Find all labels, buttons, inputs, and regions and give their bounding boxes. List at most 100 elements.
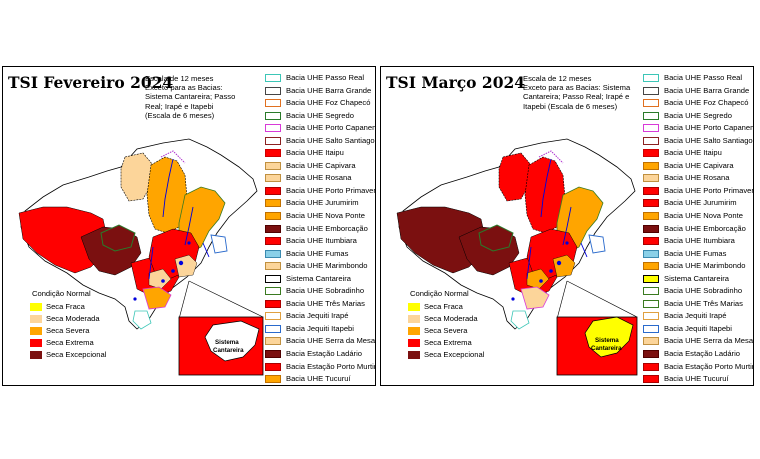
basin-marimbondo bbox=[552, 254, 576, 278]
basin-legend-item: Bacia UHE Capivara bbox=[643, 160, 753, 173]
legend-swatch bbox=[265, 174, 281, 183]
legend-label: Bacia UHE Serra da Mesa bbox=[664, 336, 754, 346]
map-panel-february: Sistema Cantareira TSI Fevereiro 2024 Es… bbox=[2, 66, 376, 386]
legend-label: Bacia UHE Segredo bbox=[664, 110, 732, 120]
basin-legend-item: Bacia UHE Foz Chapecó bbox=[643, 97, 753, 110]
basin-legend-item: Sistema Cantareira bbox=[265, 273, 375, 286]
reservoir bbox=[511, 297, 515, 301]
legend-swatch bbox=[643, 174, 659, 183]
legend-swatch bbox=[643, 111, 659, 120]
legend-label: Bacia UHE Emborcação bbox=[664, 223, 746, 233]
legend-label: Bacia UHE Marimbondo bbox=[286, 261, 368, 271]
basin-legend-item: Bacia UHE Rosana bbox=[265, 172, 375, 185]
legend-swatch bbox=[643, 262, 659, 271]
legend-label: Bacia UHE Capivara bbox=[664, 160, 734, 170]
brazil-map-february: Sistema Cantareira bbox=[18, 138, 264, 376]
legend-swatch bbox=[265, 287, 281, 296]
brazil-map-march: Sistema Cantareira bbox=[396, 138, 638, 376]
basin-legend-item: Bacia UHE Itumbiara bbox=[643, 235, 753, 248]
panel-title: TSI Março 2024 bbox=[386, 73, 526, 92]
legend-label: Bacia UHE Sobradinho bbox=[286, 286, 365, 296]
basin-legend-item: Bacia UHE Barra Grande bbox=[643, 85, 753, 98]
condition-legend-title: Condição Normal bbox=[410, 289, 469, 298]
legend-swatch bbox=[265, 136, 281, 145]
basin-legend-item: Bacia UHE Emborcação bbox=[643, 223, 753, 236]
basin-legend-item: Bacia Jequiti Irapé bbox=[643, 310, 753, 323]
legend-label: Bacia UHE Emborcação bbox=[286, 223, 368, 233]
note-line: Sistema Cantareira; Passo bbox=[145, 92, 236, 102]
legend-swatch bbox=[643, 74, 659, 82]
legend-swatch bbox=[265, 124, 281, 133]
basin-legend-item: Bacia UHE Porto Primavera bbox=[265, 185, 375, 198]
legend-swatch bbox=[643, 299, 659, 308]
basin-passo-real bbox=[132, 310, 152, 330]
legend-swatch bbox=[265, 111, 281, 120]
legend-swatch bbox=[643, 237, 659, 246]
legend-label: Bacia UHE Passo Real bbox=[664, 73, 743, 82]
legend-swatch bbox=[265, 74, 281, 82]
legend-swatch bbox=[643, 224, 659, 233]
basin-legend-item: Bacia Estação Ladário bbox=[643, 348, 753, 361]
basin-legend-item: Bacia UHE Itaipu bbox=[643, 147, 753, 160]
legend-swatch bbox=[643, 99, 659, 108]
note-line: Exceto para as Bacias: Sistema bbox=[523, 83, 631, 93]
legend-label: Bacia UHE Itaipu bbox=[664, 148, 722, 158]
basin-legend-item: Bacia UHE Três Marias bbox=[265, 298, 375, 311]
basin-legend-item: Bacia UHE Segredo bbox=[643, 110, 753, 123]
legend-swatch bbox=[265, 99, 281, 108]
basin-belo-monte bbox=[498, 152, 532, 202]
basin-legend: Bacia UHE Passo Real Bacia UHE Barra Gran… bbox=[643, 72, 754, 385]
note-line: Itapebi (Escala de 6 meses) bbox=[523, 101, 618, 111]
basin-legend-item: Bacia UHE Marimbondo bbox=[643, 260, 753, 273]
legend-swatch bbox=[265, 161, 281, 170]
basin-legend-item: Bacia UHE Porto Capanema bbox=[643, 122, 753, 135]
scale-note: Escala de 12 meses Exceto para as Bacias… bbox=[523, 74, 641, 111]
condition-legend-title: Condição Normal bbox=[32, 289, 91, 298]
legend-label: Sistema Cantareira bbox=[286, 273, 351, 283]
legend-swatch bbox=[265, 249, 281, 258]
legend-label: Bacia UHE Porto Capanema bbox=[286, 123, 376, 133]
legend-label: Bacia Estação Ladário bbox=[286, 349, 362, 359]
legend-label: Bacia UHE Três Marias bbox=[286, 298, 365, 308]
note-line: Escala de 12 meses bbox=[145, 74, 214, 83]
basin-emborcacao bbox=[478, 224, 514, 252]
legend-label: Bacia Estação Ladário bbox=[664, 349, 740, 359]
legend-swatch bbox=[643, 199, 659, 208]
tucurui-border bbox=[538, 150, 564, 164]
reservoir bbox=[133, 297, 137, 301]
rivers bbox=[526, 158, 588, 280]
legend-label: Bacia UHE Nova Ponte bbox=[664, 211, 743, 221]
basin-legend-item: Bacia Estação Porto Murtinho bbox=[643, 361, 753, 374]
legend-swatch bbox=[643, 324, 659, 333]
basin-legend-item: Bacia UHE Foz Chapecó bbox=[265, 97, 375, 110]
legend-swatch bbox=[265, 149, 281, 158]
legend-label: Bacia UHE Barra Grande bbox=[664, 85, 750, 95]
legend-swatch bbox=[643, 149, 659, 158]
basin-legend-item: Bacia UHE Jurumirim bbox=[643, 197, 753, 210]
basin-legend-item: Bacia UHE Porto Capanema bbox=[265, 122, 375, 135]
basin-legend-item: Bacia UHE Fumas bbox=[265, 248, 375, 261]
legend-label: Bacia Jequiti Irapé bbox=[664, 311, 727, 321]
legend-swatch bbox=[643, 375, 659, 384]
legend-label: Bacia UHE Itaipu bbox=[286, 148, 344, 158]
basin-passo-real bbox=[510, 310, 530, 330]
legend-swatch bbox=[265, 224, 281, 233]
legend-label: Bacia UHE Sobradinho bbox=[664, 286, 743, 296]
legend-label: Bacia UHE Segredo bbox=[286, 110, 354, 120]
basin-legend-item: Bacia UHE Segredo bbox=[265, 110, 375, 123]
basin-legend-item: Bacia UHE Marimbondo bbox=[265, 260, 375, 273]
legend-swatch bbox=[265, 299, 281, 308]
basin-legend-item: Bacia UHE Nova Ponte bbox=[265, 210, 375, 223]
legend-swatch bbox=[643, 249, 659, 258]
note-line: (Escala de 6 meses) bbox=[145, 110, 215, 120]
basin-legend-item: Bacia UHE Passo Real bbox=[643, 72, 753, 85]
legend-label: Bacia UHE Foz Chapecó bbox=[664, 98, 749, 108]
inset-label-1: Sistema bbox=[215, 339, 239, 346]
legend-label: Bacia Estação Porto Murtinho bbox=[286, 361, 375, 371]
note-line: Real; Irapé e Itapebi bbox=[145, 101, 214, 111]
legend-swatch bbox=[643, 161, 659, 170]
legend-label: Bacia UHE Rosana bbox=[664, 173, 730, 183]
legend-swatch bbox=[265, 199, 281, 208]
legend-swatch bbox=[265, 337, 281, 346]
legend-swatch bbox=[643, 350, 659, 359]
